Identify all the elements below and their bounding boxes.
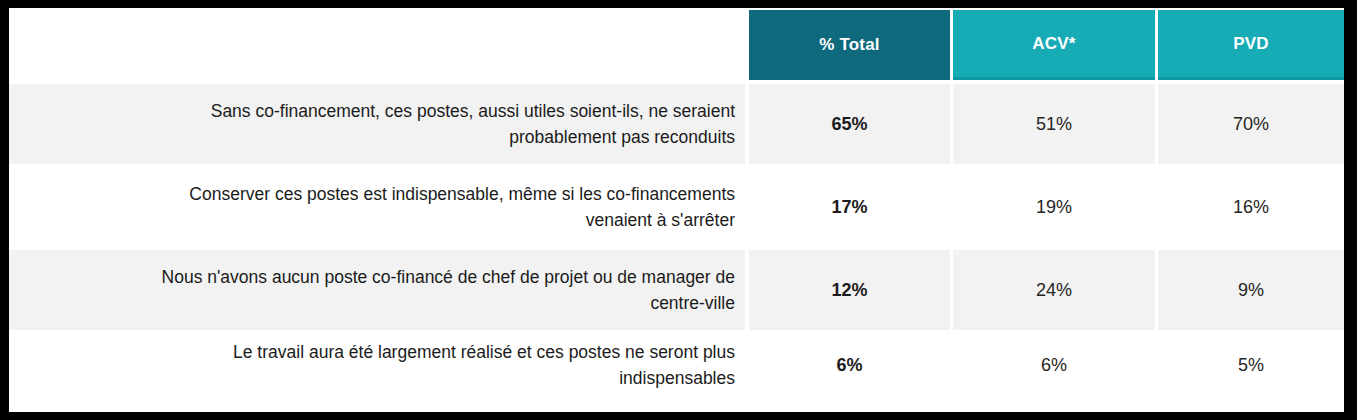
header-row: % Total ACV* PVD [9,10,1344,80]
column-header-pvd: PVD [1158,10,1344,80]
column-header-total: % Total [749,10,950,80]
row-label: Conserver ces postes est indispensable, … [9,168,745,246]
cell-acv: 51% [953,84,1155,164]
cell-acv: 19% [953,168,1155,246]
table-row: Le travail aura été largement réalisé et… [9,334,1344,396]
cell-pvd: 9% [1158,250,1344,330]
cell-acv: 24% [953,250,1155,330]
column-header-acv: ACV* [953,10,1155,80]
cell-total: 65% [749,84,950,164]
cell-total: 6% [749,334,950,396]
table-row: Sans co-financement, ces postes, aussi u… [9,84,1344,164]
cell-acv: 6% [953,334,1155,396]
cell-pvd: 5% [1158,334,1344,396]
table-row: Nous n'avons aucun poste co-financé de c… [9,250,1344,330]
cell-total: 17% [749,168,950,246]
cell-pvd: 16% [1158,168,1344,246]
row-label: Le travail aura été largement réalisé et… [9,334,745,396]
row-label: Sans co-financement, ces postes, aussi u… [9,84,745,164]
survey-results-table: % Total ACV* PVD Sans co-financement, ce… [0,0,1357,420]
table-inner: % Total ACV* PVD Sans co-financement, ce… [9,8,1344,396]
row-label: Nous n'avons aucun poste co-financé de c… [9,250,745,330]
table-row: Conserver ces postes est indispensable, … [9,168,1344,246]
cell-pvd: 70% [1158,84,1344,164]
header-spacer [9,10,745,80]
cell-total: 12% [749,250,950,330]
